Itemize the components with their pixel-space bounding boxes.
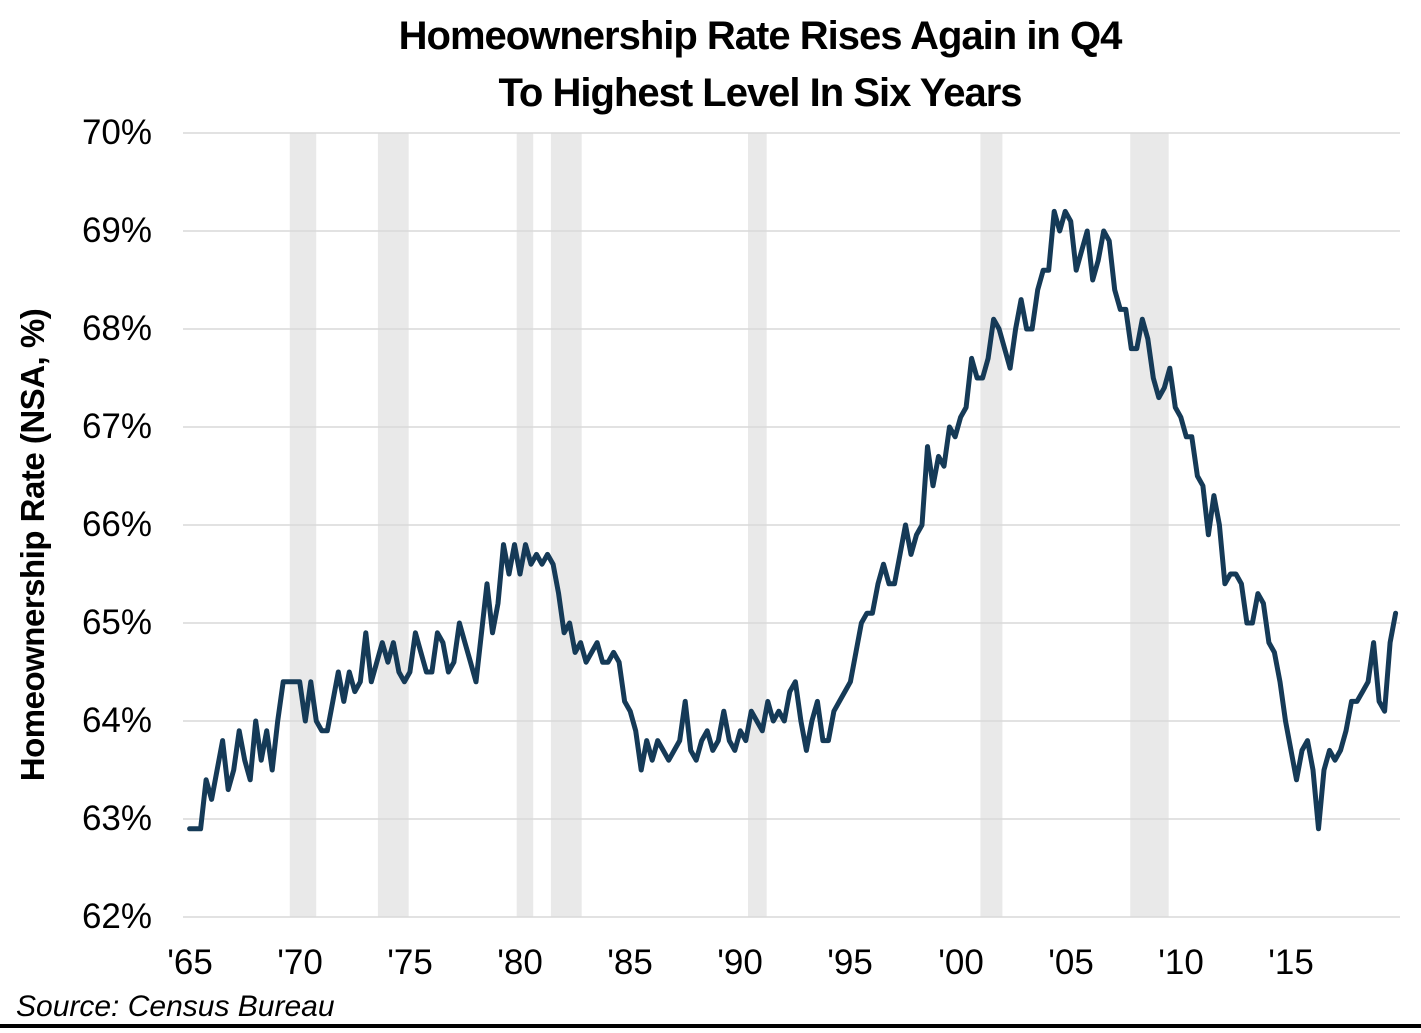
y-tick-label: 67% xyxy=(81,407,152,446)
y-tick-label: 70% xyxy=(81,113,152,152)
chart-title: Homeownership Rate Rises Again in Q4 To … xyxy=(60,8,1421,122)
x-tick-label: '75 xyxy=(387,943,433,982)
homeownership-rate-line xyxy=(187,208,1399,832)
y-tick-label: 65% xyxy=(81,603,152,642)
y-tick-label: 63% xyxy=(81,799,152,838)
x-tick-label: '15 xyxy=(1268,943,1314,982)
x-tick-label: '80 xyxy=(497,943,543,982)
x-tick-label: '10 xyxy=(1158,943,1204,982)
x-tick-label: '65 xyxy=(167,943,213,982)
y-tick-label: 62% xyxy=(81,897,152,936)
y-tick-label: 64% xyxy=(81,701,152,740)
y-tick-label: 69% xyxy=(81,211,152,250)
y-tick-label: 68% xyxy=(81,309,152,348)
x-tick-label: '85 xyxy=(607,943,653,982)
chart-title-line1: Homeownership Rate Rises Again in Q4 xyxy=(398,14,1123,58)
x-tick-label: '90 xyxy=(717,943,763,982)
x-tick-label: '00 xyxy=(938,943,984,982)
y-tick-label: 66% xyxy=(81,505,152,544)
source-note: Source: Census Bureau xyxy=(16,990,335,1023)
x-tick-label: '95 xyxy=(827,943,873,982)
bottom-border-rule xyxy=(0,1024,1421,1028)
x-tick-label: '70 xyxy=(277,943,323,982)
chart-title-line2: To Highest Level In Six Years xyxy=(498,71,1022,115)
x-tick-label: '05 xyxy=(1048,943,1094,982)
